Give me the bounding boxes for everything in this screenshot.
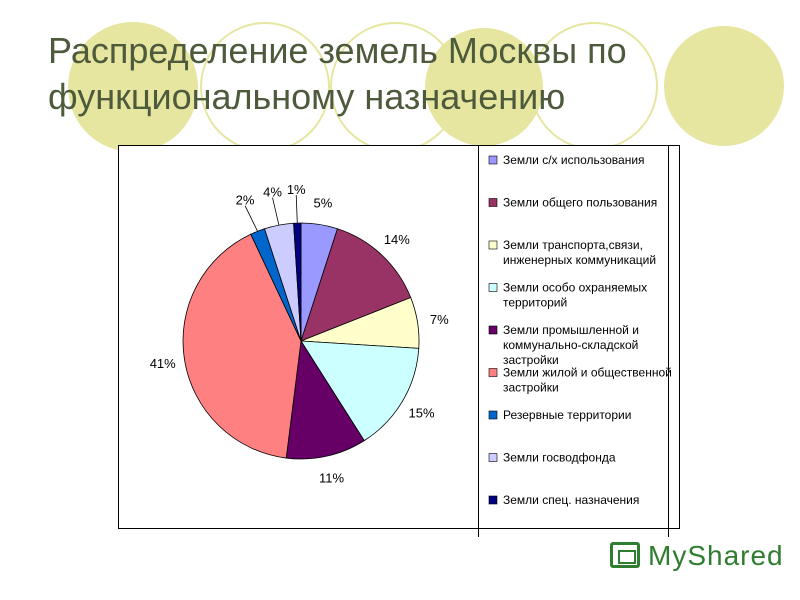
slide-title: Распределение земель Москвы по функциона…: [48, 30, 627, 117]
legend-swatch: [488, 240, 498, 250]
legend-swatch: [488, 495, 498, 505]
data-label: 4%: [263, 185, 282, 200]
data-label: 5%: [314, 196, 333, 211]
label-leader-line: [244, 205, 258, 232]
legend-label: Земли общего пользования: [503, 196, 657, 210]
data-label: 41%: [150, 356, 176, 371]
legend-swatch: [488, 198, 498, 207]
legend-swatch: [488, 283, 498, 292]
legend-swatch: [488, 410, 498, 420]
legend-label: Земли с/х использования: [503, 153, 645, 167]
label-leader-line: [295, 195, 298, 224]
legend-swatch: [488, 325, 498, 335]
chart-area: 5% 14% 7% 15% 11% 41% 2% 4% 1% Земли с/х использо…: [118, 145, 680, 529]
legend-label: Земли жилой и общественной застройки: [503, 366, 672, 395]
pie-slice: [300, 228, 412, 342]
legend-swatch: [488, 155, 498, 165]
legend-label: Земли госводфонда: [503, 451, 616, 465]
data-label: 11%: [319, 471, 344, 486]
presentation-icon: [610, 542, 640, 568]
data-label: 1%: [287, 182, 306, 197]
legend-swatch: [488, 453, 498, 462]
legend-label: Резервные территории: [503, 408, 631, 422]
data-label: 14%: [384, 232, 410, 247]
legend-label: Земли транспорта,связи, инженерных коммун…: [503, 238, 656, 267]
decor-circle: [68, 22, 198, 152]
legend-border: [668, 145, 669, 537]
data-label: 7%: [430, 312, 449, 327]
data-label: 15%: [408, 405, 434, 420]
decor-circle: [425, 28, 543, 146]
decor-circle: [664, 26, 784, 146]
watermark-text: MyShared: [648, 540, 784, 571]
data-label: 2%: [236, 193, 255, 208]
watermark: MyShared: [610, 540, 783, 574]
pie-slice: [182, 233, 302, 459]
legend-label: Земли особо охраняемых территорий: [503, 281, 647, 310]
pie-slice: [300, 340, 420, 442]
pie-chart: 5% 14% 7% 15% 11% 41% 2% 4% 1% Земли с/х использо…: [150, 153, 672, 507]
pie-slice: [285, 339, 365, 460]
legend-swatch: [488, 368, 498, 377]
legend-border: [478, 145, 479, 537]
legend-label: Земли промышленной и коммунально-складско…: [503, 323, 639, 367]
legend-label: Земли спец. назначения: [503, 493, 639, 507]
label-leader-line: [272, 197, 280, 226]
